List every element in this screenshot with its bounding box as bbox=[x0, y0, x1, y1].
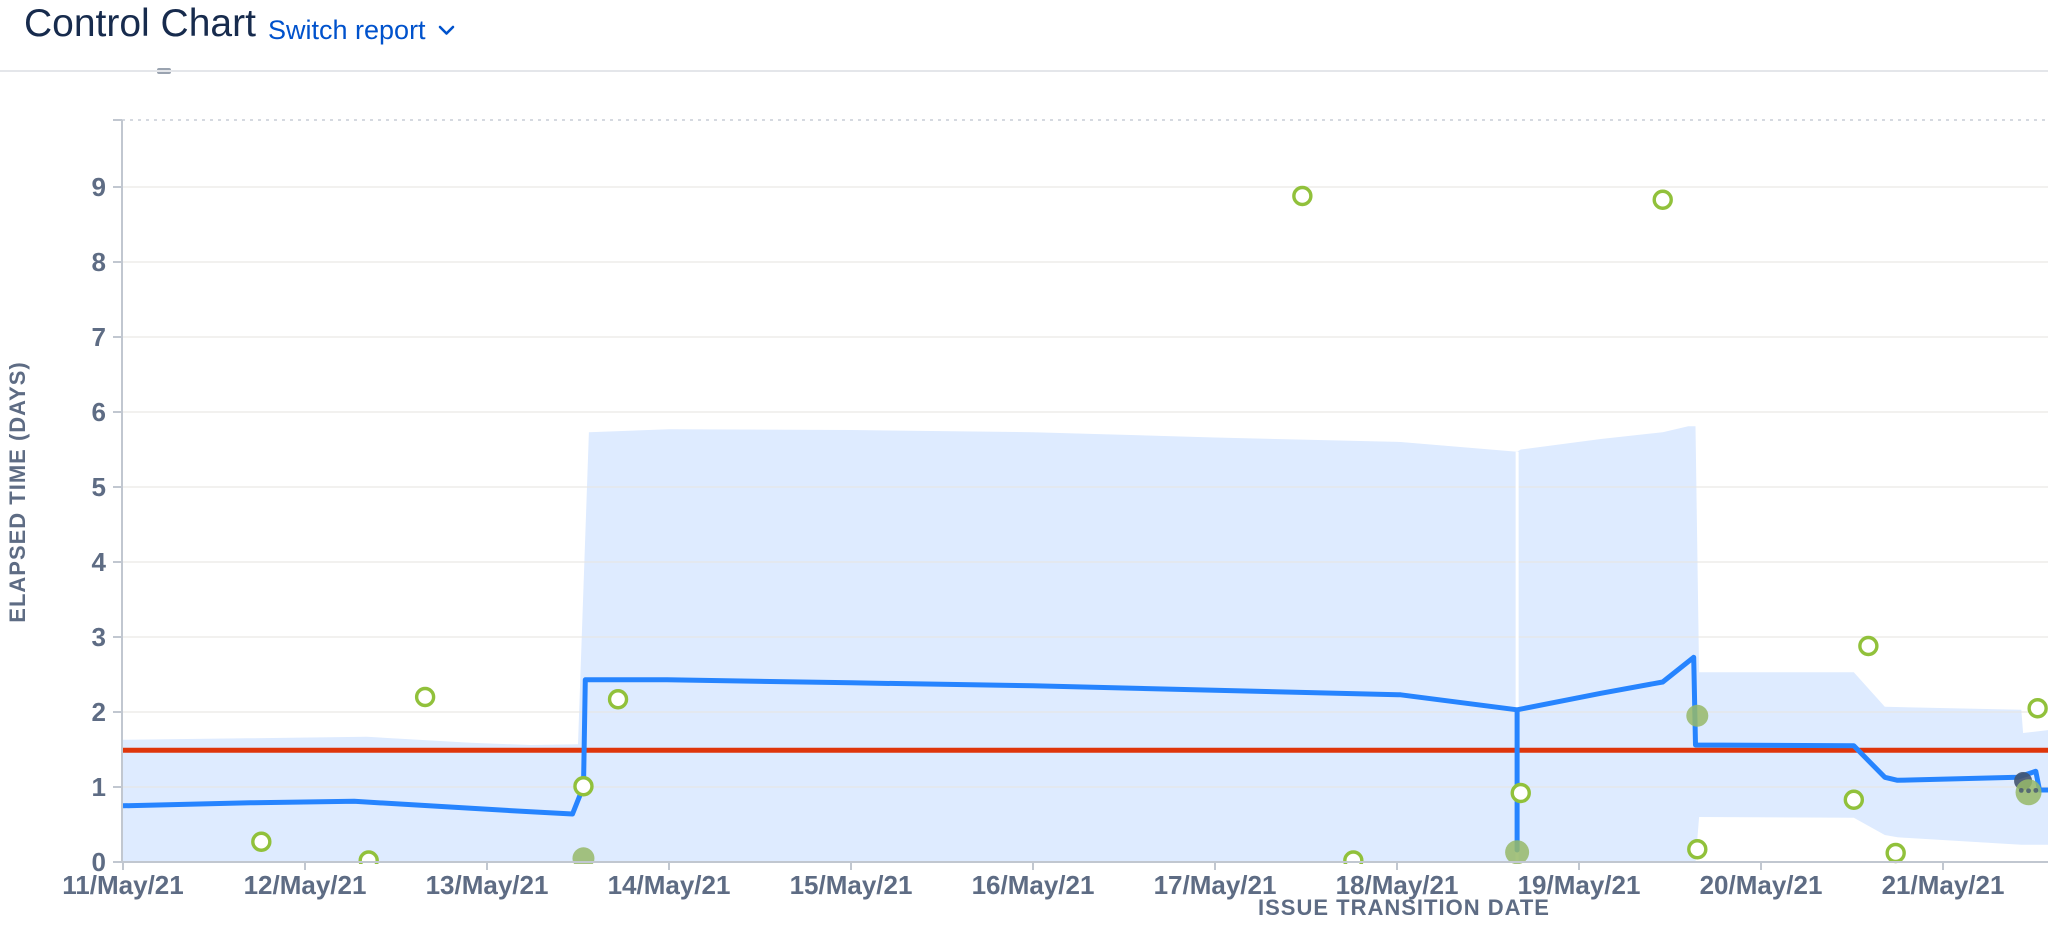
x-tick-label: 18/May/21 bbox=[1336, 870, 1459, 900]
y-tick-label: 8 bbox=[92, 247, 106, 277]
issue-point[interactable] bbox=[1858, 635, 1879, 657]
issue-point[interactable] bbox=[251, 831, 272, 852]
switch-report-label: Switch report bbox=[268, 15, 426, 45]
issue-cluster-point[interactable] bbox=[1686, 704, 1709, 727]
issue-point[interactable] bbox=[1687, 839, 1708, 860]
issue-point[interactable] bbox=[1292, 185, 1313, 207]
y-tick-label: 1 bbox=[92, 772, 106, 802]
cluster-count-dot bbox=[2026, 788, 2031, 794]
x-tick-label: 13/May/21 bbox=[426, 870, 549, 900]
x-tick-label: 21/May/21 bbox=[1882, 870, 2005, 900]
switch-report-link[interactable]: Switch report bbox=[268, 15, 455, 46]
y-tick-label: 3 bbox=[92, 622, 106, 652]
y-tick-label: 2 bbox=[92, 697, 106, 727]
x-tick-label: 20/May/21 bbox=[1700, 870, 1823, 900]
issue-point[interactable] bbox=[1510, 782, 1531, 804]
issue-point[interactable] bbox=[358, 850, 379, 869]
y-tick-label: 5 bbox=[92, 472, 106, 502]
issue-point[interactable] bbox=[1343, 850, 1364, 869]
plot-area bbox=[122, 185, 2048, 869]
issue-point[interactable] bbox=[1885, 842, 1906, 864]
issue-point[interactable] bbox=[1652, 189, 1673, 210]
x-tick-label: 17/May/21 bbox=[1154, 870, 1277, 900]
x-axis-title: ISSUE TRANSITION DATE bbox=[1258, 895, 1550, 920]
std-dev-band bbox=[123, 426, 2048, 862]
report-header: Control Chart Switch report bbox=[0, 0, 2048, 74]
x-tick-label: 12/May/21 bbox=[244, 870, 367, 900]
x-tick-label: 11/May/21 bbox=[62, 870, 183, 900]
issue-cluster-point[interactable] bbox=[572, 847, 595, 869]
x-tick-label: 19/May/21 bbox=[1518, 870, 1641, 900]
cluster-count-dot bbox=[2033, 787, 2039, 793]
issue-point[interactable] bbox=[607, 689, 629, 710]
issue-point[interactable] bbox=[573, 776, 594, 797]
y-tick-label: 7 bbox=[92, 322, 106, 352]
x-tick-label: 15/May/21 bbox=[790, 870, 913, 900]
y-tick-label: 0 bbox=[92, 847, 106, 877]
issue-point[interactable] bbox=[1843, 789, 1865, 810]
issue-point[interactable] bbox=[2027, 698, 2048, 719]
cluster-count-dot bbox=[2018, 787, 2024, 793]
issue-point[interactable] bbox=[414, 686, 436, 708]
y-tick-label: 6 bbox=[92, 397, 106, 427]
y-tick-label: 4 bbox=[92, 547, 107, 577]
x-tick-label: 14/May/21 bbox=[608, 870, 731, 900]
x-tick-label: 16/May/21 bbox=[972, 870, 1095, 900]
issue-cluster-point[interactable] bbox=[1505, 840, 1530, 864]
page-title: Control Chart bbox=[24, 2, 256, 45]
rolling-average-line bbox=[122, 654, 2048, 853]
y-tick-label: 9 bbox=[92, 172, 106, 202]
header-divider bbox=[0, 70, 2048, 72]
y-axis-title: ELAPSED TIME (DAYS) bbox=[5, 361, 30, 623]
chevron-down-icon bbox=[438, 25, 455, 36]
band-gap bbox=[1515, 451, 1519, 864]
